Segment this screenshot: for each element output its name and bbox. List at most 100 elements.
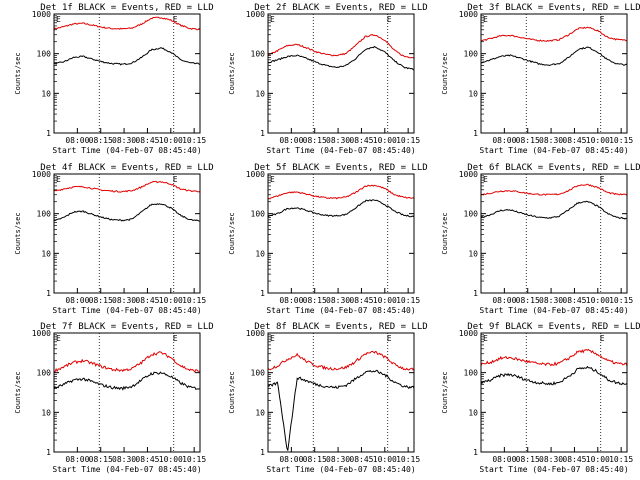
x-tick-label: 10:15 xyxy=(609,136,633,145)
panel-title: Det 9f BLACK = Events, RED = LLD xyxy=(467,322,640,332)
x-axis-label: Start Time (04-Feb-07 08:45:40) xyxy=(479,146,628,155)
x-tick-label: 08:00 xyxy=(279,296,303,305)
x-tick-label: 08:45 xyxy=(349,455,373,464)
y-tick-label: 100 xyxy=(251,369,266,378)
y-tick-label: 1000 xyxy=(246,170,265,179)
x-tick-label: 10:15 xyxy=(182,455,206,464)
series-events-line xyxy=(480,365,628,386)
y-tick-label: 1 xyxy=(260,129,265,138)
x-tick-label: 08:15 xyxy=(303,296,327,305)
series-lld-line xyxy=(53,16,201,31)
corner-mark-left: E xyxy=(56,334,61,343)
y-tick-label: 10 xyxy=(255,89,265,98)
y-tick-label: 10 xyxy=(255,408,265,417)
corner-mark-left: E xyxy=(270,15,275,24)
x-tick-label: 08:45 xyxy=(562,455,586,464)
series-lld-line xyxy=(480,348,628,367)
x-tick-label: 08:30 xyxy=(112,136,136,145)
panel-title: Det 7f BLACK = Events, RED = LLD xyxy=(40,322,213,332)
panel-det-9: Det 9f BLACK = Events, RED = LLD E E 1 10 100… xyxy=(441,322,640,474)
corner-mark-right: E xyxy=(173,175,178,184)
corner-mark-right: E xyxy=(173,15,178,24)
x-tick-label: 08:00 xyxy=(279,455,303,464)
y-tick-label: 100 xyxy=(37,369,52,378)
x-tick-label: 08:30 xyxy=(539,136,563,145)
y-tick-label: 1 xyxy=(473,448,478,457)
plot-frame xyxy=(53,332,201,453)
panel-title: Det 1f BLACK = Events, RED = LLD xyxy=(40,3,213,13)
y-axis-label: Counts/sec xyxy=(14,52,22,94)
series-events-line xyxy=(53,371,201,391)
series-events-line xyxy=(267,369,415,451)
x-tick-label: 08:15 xyxy=(516,455,540,464)
x-tick-label: 08:00 xyxy=(65,136,89,145)
plot-frame xyxy=(267,332,415,453)
panel-title: Det 3f BLACK = Events, RED = LLD xyxy=(467,3,640,13)
series-events-line xyxy=(267,45,415,71)
x-tick-label: 10:15 xyxy=(396,455,420,464)
x-tick-label: 10:15 xyxy=(396,136,420,145)
y-tick-label: 1 xyxy=(260,448,265,457)
x-axis-label: Start Time (04-Feb-07 08:45:40) xyxy=(479,465,628,474)
y-tick-label: 1 xyxy=(46,448,51,457)
x-tick-label: 08:45 xyxy=(135,455,159,464)
x-tick-label: 08:45 xyxy=(562,296,586,305)
panel-title: Det 8f BLACK = Events, RED = LLD xyxy=(254,322,427,332)
panel-det-7: Det 7f BLACK = Events, RED = LLD E E 1 10 100… xyxy=(14,322,214,474)
x-tick-label: 08:45 xyxy=(135,296,159,305)
corner-mark-right: E xyxy=(600,334,605,343)
y-axis-label: Counts/sec xyxy=(441,212,449,254)
series-events-line xyxy=(480,46,628,67)
plot-frame xyxy=(267,13,415,134)
x-tick-label: 10:00 xyxy=(373,136,397,145)
series-lld-line xyxy=(53,180,201,193)
y-tick-label: 1000 xyxy=(32,329,51,338)
y-axis-label: Counts/sec xyxy=(228,52,236,94)
y-axis-label: Counts/sec xyxy=(228,371,236,413)
x-tick-label: 10:15 xyxy=(182,136,206,145)
x-axis-label: Start Time (04-Feb-07 08:45:40) xyxy=(266,146,415,155)
y-tick-label: 10 xyxy=(468,89,478,98)
corner-mark-left: E xyxy=(270,175,275,184)
plot-frame xyxy=(267,173,415,294)
series-lld-line xyxy=(267,34,415,59)
series-lld-line xyxy=(267,184,415,200)
x-tick-label: 10:00 xyxy=(373,455,397,464)
y-tick-label: 1000 xyxy=(459,10,478,19)
series-lld-line xyxy=(480,183,628,196)
panel-det-1: Det 1f BLACK = Events, RED = LLD E E 1 10 100… xyxy=(14,3,214,155)
series-lld-line xyxy=(481,26,628,42)
x-tick-label: 08:45 xyxy=(562,136,586,145)
corner-mark-right: E xyxy=(173,334,178,343)
x-tick-label: 08:15 xyxy=(516,136,540,145)
panel-title: Det 4f BLACK = Events, RED = LLD xyxy=(40,163,213,173)
y-tick-label: 100 xyxy=(464,50,479,59)
y-tick-label: 10 xyxy=(468,249,478,258)
y-tick-label: 1 xyxy=(46,129,51,138)
panel-det-2: Det 2f BLACK = Events, RED = LLD E E 1 10 100… xyxy=(228,3,428,155)
x-tick-label: 10:00 xyxy=(159,296,183,305)
y-tick-label: 10 xyxy=(41,408,51,417)
panel-title: Det 6f BLACK = Events, RED = LLD xyxy=(467,163,640,173)
x-tick-label: 08:00 xyxy=(279,136,303,145)
y-tick-label: 100 xyxy=(251,210,266,219)
x-tick-label: 08:30 xyxy=(539,296,563,305)
panel-det-3: Det 3f BLACK = Events, RED = LLD E E 1 10 100… xyxy=(441,3,640,155)
y-tick-label: 1000 xyxy=(32,170,51,179)
y-tick-label: 1000 xyxy=(32,10,51,19)
x-axis-label: Start Time (04-Feb-07 08:45:40) xyxy=(52,306,201,315)
x-axis-label: Start Time (04-Feb-07 08:45:40) xyxy=(266,306,415,315)
y-tick-label: 1 xyxy=(46,289,51,298)
x-tick-label: 08:30 xyxy=(326,136,350,145)
corner-mark-right: E xyxy=(387,175,392,184)
corner-mark-right: E xyxy=(600,15,605,24)
x-tick-label: 08:45 xyxy=(135,136,159,145)
panel-det-5: Det 5f BLACK = Events, RED = LLD E E 1 10 100… xyxy=(228,163,428,315)
corner-mark-left: E xyxy=(483,15,488,24)
x-tick-label: 08:30 xyxy=(539,455,563,464)
x-tick-label: 08:00 xyxy=(492,455,516,464)
corner-mark-left: E xyxy=(270,334,275,343)
y-tick-label: 10 xyxy=(41,249,51,258)
x-tick-label: 10:00 xyxy=(586,296,610,305)
x-tick-label: 08:00 xyxy=(492,296,516,305)
